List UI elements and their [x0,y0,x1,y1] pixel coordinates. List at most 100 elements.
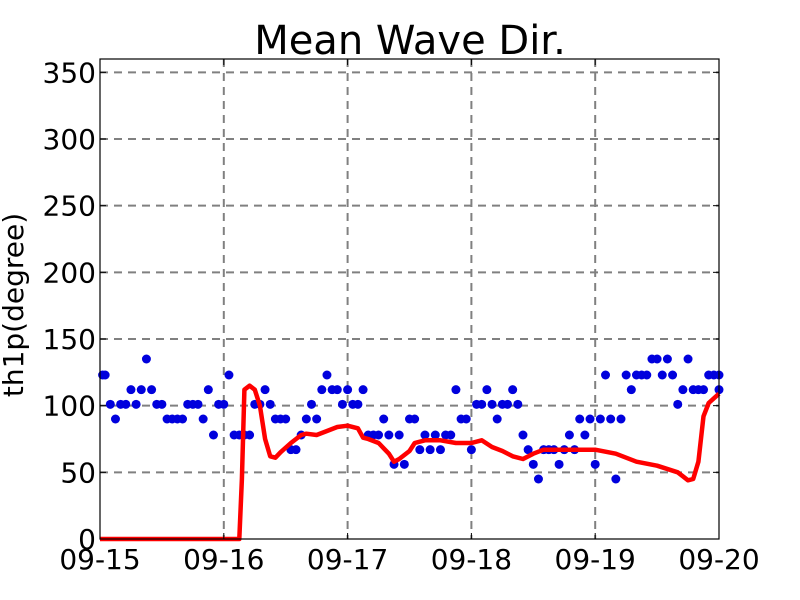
data-point [683,354,693,364]
data-point [301,414,311,424]
data-point [487,399,497,409]
data-point [100,370,110,380]
data-point [435,445,445,455]
data-point [260,385,270,395]
data-point [374,430,384,440]
y-tick-label: 100 [43,390,96,423]
data-point [384,430,394,440]
y-tick-label: 200 [43,256,96,289]
chart-title: Mean Wave Dir. [254,18,566,64]
data-point [451,385,461,395]
data-point [178,414,188,424]
data-point [595,414,605,424]
data-point [141,354,151,364]
axis-ticks: 0 50 100 150 200 250 300 350 09-15 09-16 09-17 09-1… [43,56,760,576]
data-point [652,354,662,364]
grid [100,59,719,539]
data-point [420,430,430,440]
y-tick-label: 300 [43,123,96,156]
data-point [580,430,590,440]
y-axis-label: th1p(degree) [0,213,30,397]
data-point [503,399,513,409]
data-point [281,414,291,424]
data-point [110,414,120,424]
data-point [312,414,322,424]
data-point [616,414,626,424]
y-tick-label: 50 [60,456,96,489]
data-point [430,430,440,440]
data-point [606,414,616,424]
data-point [353,399,363,409]
data-point [668,370,678,380]
data-point [317,385,327,395]
data-point [410,414,420,424]
data-point [147,385,157,395]
data-point [126,385,136,395]
data-point [518,430,528,440]
data-point [394,430,404,440]
data-point [265,399,275,409]
data-point [425,445,435,455]
data-point [533,474,543,484]
data-point [585,414,595,424]
data-point [678,385,688,395]
data-point [399,459,409,469]
data-point [528,459,538,469]
data-point [673,399,683,409]
data-point [306,399,316,409]
data-point [482,385,492,395]
data-point [601,370,611,380]
data-point [657,370,667,380]
y-tick-label: 150 [43,323,96,356]
plot-area [98,354,724,542]
data-point [564,430,574,440]
x-tick-label: 09-19 [555,543,636,576]
data-point [203,385,213,395]
data-point [590,459,600,469]
data-point [415,445,425,455]
data-point [322,370,332,380]
x-tick-label: 09-18 [431,543,512,576]
data-point [642,370,652,380]
x-tick-label: 09-17 [307,543,388,576]
data-point [219,399,229,409]
data-point [379,414,389,424]
data-point [575,414,585,424]
data-point [446,430,456,440]
data-point [621,370,631,380]
data-point [157,399,167,409]
data-point [477,399,487,409]
data-point [513,399,523,409]
x-tick-label: 09-16 [183,543,264,576]
y-tick-label: 250 [43,190,96,223]
data-point [611,474,621,484]
data-point [332,385,342,395]
y-tick-label: 350 [43,56,96,89]
data-point [662,354,672,364]
data-point [343,385,353,395]
data-point [492,414,502,424]
data-point [337,399,347,409]
data-point [523,445,533,455]
data-point [193,399,203,409]
data-point [291,445,301,455]
data-point [626,385,636,395]
data-point [699,385,709,395]
data-point [461,414,471,424]
data-point [358,385,368,395]
series-line [100,383,721,542]
x-tick-label: 09-15 [59,543,140,576]
data-point [198,414,208,424]
data-point [508,385,518,395]
data-point [245,430,255,440]
data-point [136,385,146,395]
data-point [131,399,141,409]
data-point [466,445,476,455]
data-point [105,399,115,409]
data-point [224,370,234,380]
data-point [208,430,218,440]
data-point [121,399,131,409]
x-tick-label: 09-20 [678,543,759,576]
data-point [554,459,564,469]
